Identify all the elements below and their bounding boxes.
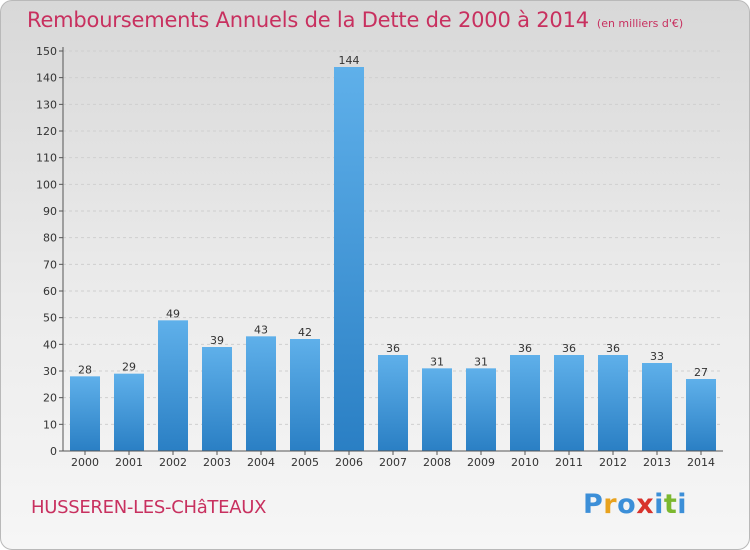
bar	[422, 368, 452, 451]
y-tick-label: 150	[36, 45, 57, 58]
x-tick-label: 2007	[379, 456, 407, 469]
y-tick-label: 30	[43, 365, 57, 378]
data-label: 31	[474, 355, 488, 368]
y-tick-label: 90	[43, 205, 57, 218]
y-tick-label: 100	[36, 178, 57, 191]
data-label: 42	[298, 326, 312, 339]
bar	[598, 355, 628, 451]
data-label: 43	[254, 323, 268, 336]
y-tick-label: 40	[43, 338, 57, 351]
logo-letter: i	[654, 489, 664, 520]
bar	[202, 347, 232, 451]
y-tick-label: 140	[36, 72, 57, 85]
bar	[334, 67, 364, 451]
data-label: 31	[430, 355, 444, 368]
x-tick-label: 2008	[423, 456, 451, 469]
logo-letter: r	[603, 489, 618, 520]
data-label: 33	[650, 350, 664, 363]
y-tick-label: 60	[43, 285, 57, 298]
y-tick-label: 0	[50, 445, 57, 458]
logo-letter: t	[663, 489, 678, 520]
x-tick-label: 2006	[335, 456, 363, 469]
bar	[510, 355, 540, 451]
x-tick-label: 2012	[599, 456, 627, 469]
x-axis: 2000 2001 2002 2003 2004 2005 2006 2007 2008 2009…	[71, 451, 715, 469]
bar	[290, 339, 320, 451]
x-tick-label: 2010	[511, 456, 539, 469]
x-tick-label: 2000	[71, 456, 99, 469]
y-tick-label: 130	[36, 98, 57, 111]
bar	[686, 379, 716, 451]
bar	[158, 320, 188, 451]
proxiti-logo[interactable]: Proxiti	[583, 489, 687, 520]
x-tick-label: 2001	[115, 456, 143, 469]
y-axis: 0 10 20 30 40 50 60 70 80 90 100 110 120 130 140 150	[36, 45, 57, 458]
data-label: 27	[694, 366, 708, 379]
y-tick-label: 20	[43, 392, 57, 405]
data-label: 36	[386, 342, 400, 355]
x-tick-label: 2005	[291, 456, 319, 469]
data-label: 36	[518, 342, 532, 355]
bar	[466, 368, 496, 451]
x-tick-label: 2002	[159, 456, 187, 469]
y-tick-label: 110	[36, 152, 57, 165]
logo-letter: P	[583, 489, 604, 520]
x-tick-label: 2014	[687, 456, 715, 469]
x-tick-label: 2004	[247, 456, 275, 469]
commune-name: HUSSEREN-LES-CHâTEAUX	[31, 497, 267, 518]
chart-title-text: Remboursements Annuels de la Dette de 20…	[27, 8, 589, 32]
bar	[378, 355, 408, 451]
logo-letter: i	[677, 489, 688, 520]
data-label: 144	[339, 54, 360, 67]
data-label: 28	[78, 363, 92, 376]
y-tick-label: 10	[43, 418, 57, 431]
y-tick-label: 50	[43, 312, 57, 325]
chart-unit: (en milliers d'€)	[596, 17, 684, 30]
x-tick-label: 2013	[643, 456, 671, 469]
data-label: 39	[210, 334, 224, 347]
logo-letter: x	[636, 489, 655, 520]
bars: 28 29 49 39 43 42 144 36 31 31 36 36 36 33 27	[70, 54, 716, 451]
data-label: 49	[166, 307, 180, 320]
bar	[642, 363, 672, 451]
x-tick-label: 2003	[203, 456, 231, 469]
data-label: 36	[562, 342, 576, 355]
bar	[70, 376, 100, 451]
x-tick-label: 2011	[555, 456, 583, 469]
x-tick-label: 2009	[467, 456, 495, 469]
data-label: 29	[122, 361, 136, 374]
data-label: 36	[606, 342, 620, 355]
bar	[554, 355, 584, 451]
bar	[246, 336, 276, 451]
logo-letter: o	[617, 489, 637, 520]
chart-title: Remboursements Annuels de la Dette de 20…	[27, 8, 683, 32]
bar	[114, 373, 144, 451]
y-tick-label: 120	[36, 125, 57, 138]
y-tick-label: 70	[43, 258, 57, 271]
y-tick-label: 80	[43, 232, 57, 245]
